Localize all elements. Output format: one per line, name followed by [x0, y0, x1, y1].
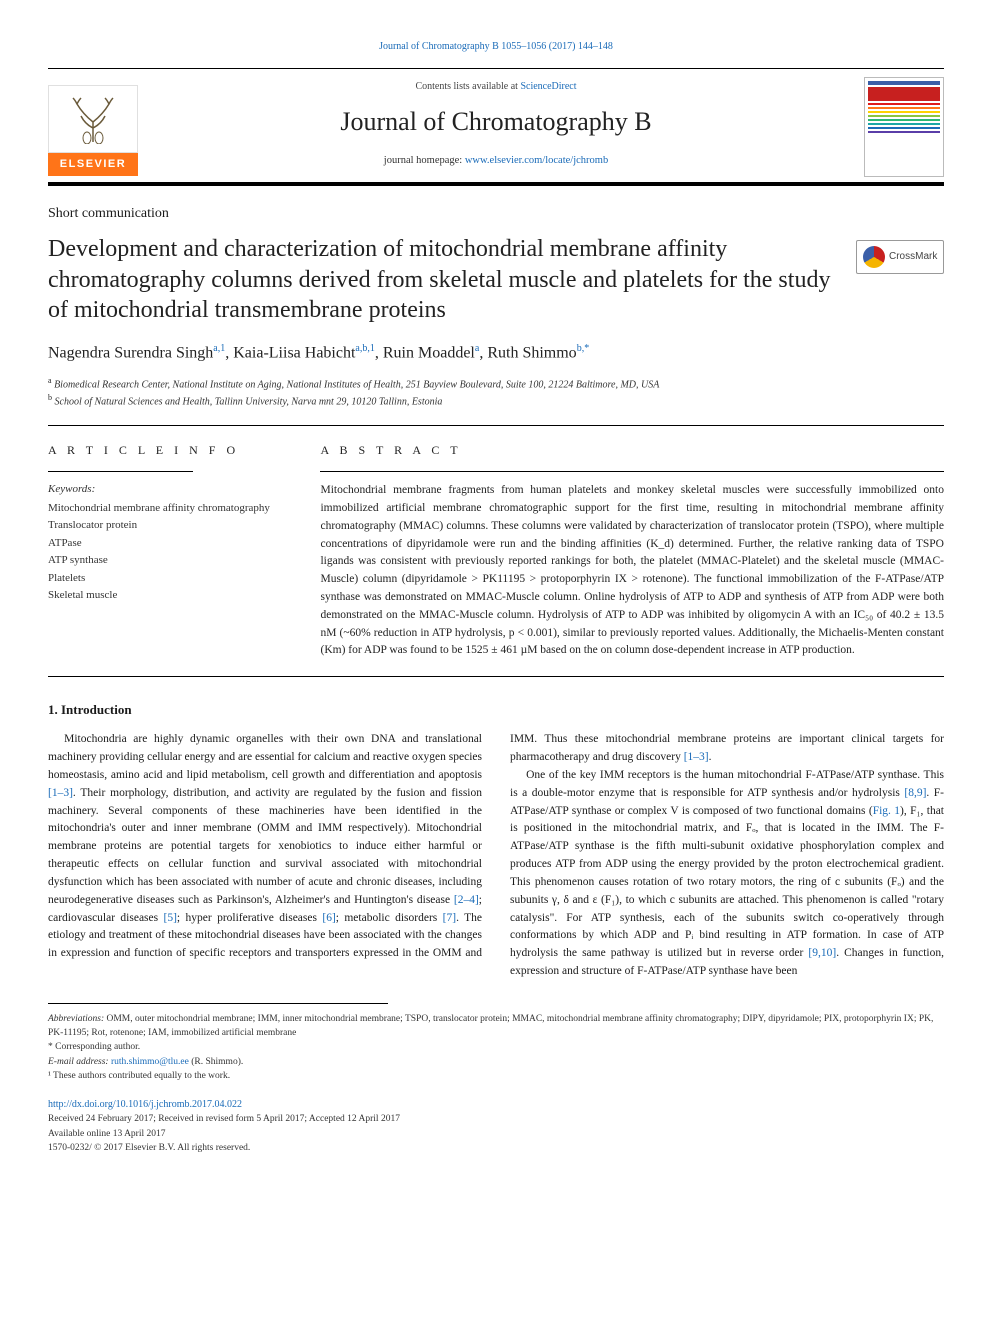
crossmark-badge[interactable]: CrossMark	[856, 240, 944, 274]
ref-9-10[interactable]: [9,10]	[808, 947, 836, 959]
authors: Nagendra Surendra Singha,1, Kaia-Liisa H…	[48, 342, 944, 365]
article-title: Development and characterization of mito…	[48, 234, 842, 326]
abstract-text: Mitochondrial membrane fragments from hu…	[320, 482, 944, 660]
fig-1-link[interactable]: Fig. 1	[873, 805, 900, 817]
body-columns: Mitochondria are highly dynamic organell…	[48, 731, 944, 980]
email-label: E-mail address:	[48, 1057, 111, 1067]
journal-header: ELSEVIER Contents lists available at Sci…	[48, 68, 944, 182]
doi-link[interactable]: http://dx.doi.org/10.1016/j.jchromb.2017…	[48, 1099, 242, 1110]
ref-5[interactable]: [5]	[164, 912, 177, 924]
contents-line: Contents lists available at ScienceDirec…	[158, 80, 834, 94]
sciencedirect-link[interactable]: ScienceDirect	[520, 81, 576, 92]
homepage-line: journal homepage: www.elsevier.com/locat…	[158, 154, 834, 169]
footnote-rule	[48, 1003, 388, 1004]
affiliation-b: School of Natural Sciences and Health, T…	[55, 396, 443, 407]
header-rule	[48, 182, 944, 186]
keywords-list: Mitochondrial membrane affinity chromato…	[48, 500, 290, 606]
crossmark-icon	[863, 246, 885, 268]
abbrev-text: OMM, outer mitochondrial membrane; IMM, …	[48, 1014, 933, 1038]
ref-7[interactable]: [7]	[443, 912, 456, 924]
meta-block: http://dx.doi.org/10.1016/j.jchromb.2017…	[48, 1097, 944, 1155]
contents-prefix: Contents lists available at	[415, 81, 520, 92]
issn-line: 1570-0232/ © 2017 Elsevier B.V. All righ…	[48, 1141, 944, 1155]
elsevier-wordmark: ELSEVIER	[48, 153, 138, 176]
available-online-line: Available online 13 April 2017	[48, 1127, 944, 1141]
homepage-link[interactable]: www.elsevier.com/locate/jchromb	[465, 155, 608, 166]
equal-contrib-note: ¹ These authors contributed equally to t…	[48, 1069, 944, 1083]
journal-cover-thumb	[864, 77, 944, 177]
section-type: Short communication	[48, 204, 944, 224]
keywords-label: Keywords:	[48, 482, 290, 497]
abstract-heading: A B S T R A C T	[320, 442, 944, 459]
info-divider-top	[48, 425, 944, 426]
homepage-prefix: journal homepage:	[384, 155, 465, 166]
intro-heading: 1. Introduction	[48, 701, 944, 719]
elsevier-tree-icon	[48, 85, 138, 153]
corresponding-note: * Corresponding author.	[48, 1040, 944, 1054]
intro-p2: One of the key IMM receptors is the huma…	[510, 767, 944, 981]
info-divider-bottom	[48, 676, 944, 677]
journal-title: Journal of Chromatography B	[158, 104, 834, 140]
email-suffix: (R. Shimmo).	[189, 1057, 243, 1067]
elsevier-logo: ELSEVIER	[48, 85, 138, 175]
crossmark-label: CrossMark	[889, 250, 937, 264]
ref-2-4[interactable]: [2–4]	[454, 894, 479, 906]
received-line: Received 24 February 2017; Received in r…	[48, 1112, 944, 1126]
ref-1-3b[interactable]: [1–3]	[684, 751, 709, 763]
ref-8-9[interactable]: [8,9]	[904, 787, 926, 799]
affiliations: a Biomedical Research Center, National I…	[48, 375, 944, 410]
article-info-heading: A R T I C L E I N F O	[48, 442, 290, 459]
ref-1-3[interactable]: [1–3]	[48, 787, 73, 799]
affiliation-a: Biomedical Research Center, National Ins…	[54, 379, 659, 390]
top-citation: Journal of Chromatography B 1055–1056 (2…	[48, 40, 944, 54]
cover-stripes	[868, 103, 940, 133]
ref-6[interactable]: [6]	[322, 912, 335, 924]
email-link[interactable]: ruth.shimmo@tlu.ee	[111, 1057, 189, 1067]
abbrev-label: Abbreviations:	[48, 1014, 104, 1024]
footnotes: Abbreviations: OMM, outer mitochondrial …	[48, 1012, 944, 1083]
